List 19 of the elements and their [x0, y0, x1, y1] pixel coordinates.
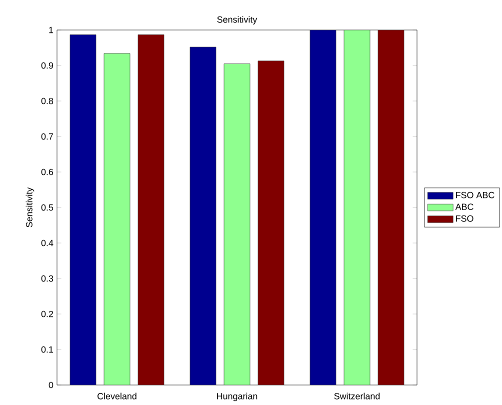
legend-label: FSO: [456, 215, 474, 222]
y-tick-label: 0.3: [41, 275, 54, 282]
y-tick-label: 0.4: [41, 240, 54, 246]
y-tick-label: 0.8: [41, 98, 54, 104]
y-tick-label: 0.6: [41, 168, 54, 176]
x-tick-label: Switzerland: [334, 392, 380, 400]
y-axis-title: Sensitivity: [26, 187, 34, 228]
y-tick-label: 0: [48, 382, 54, 388]
x-tick-label: Hungarian: [217, 392, 258, 402]
chart-title: Sensitivity: [217, 16, 258, 24]
y-tick-label: 0.2: [41, 310, 54, 318]
y-tick-label: 1: [49, 26, 54, 34]
y-tick-label: 0.1: [41, 346, 54, 353]
y-tick-label: 0.5: [41, 204, 54, 211]
y-tick-label: 0.9: [41, 62, 54, 69]
legend-label: FSO ABC: [456, 192, 494, 198]
x-tick-label: Cleveland: [98, 392, 136, 400]
legend-label: ABC: [455, 204, 474, 210]
y-tick-label: 0.7: [41, 133, 54, 140]
